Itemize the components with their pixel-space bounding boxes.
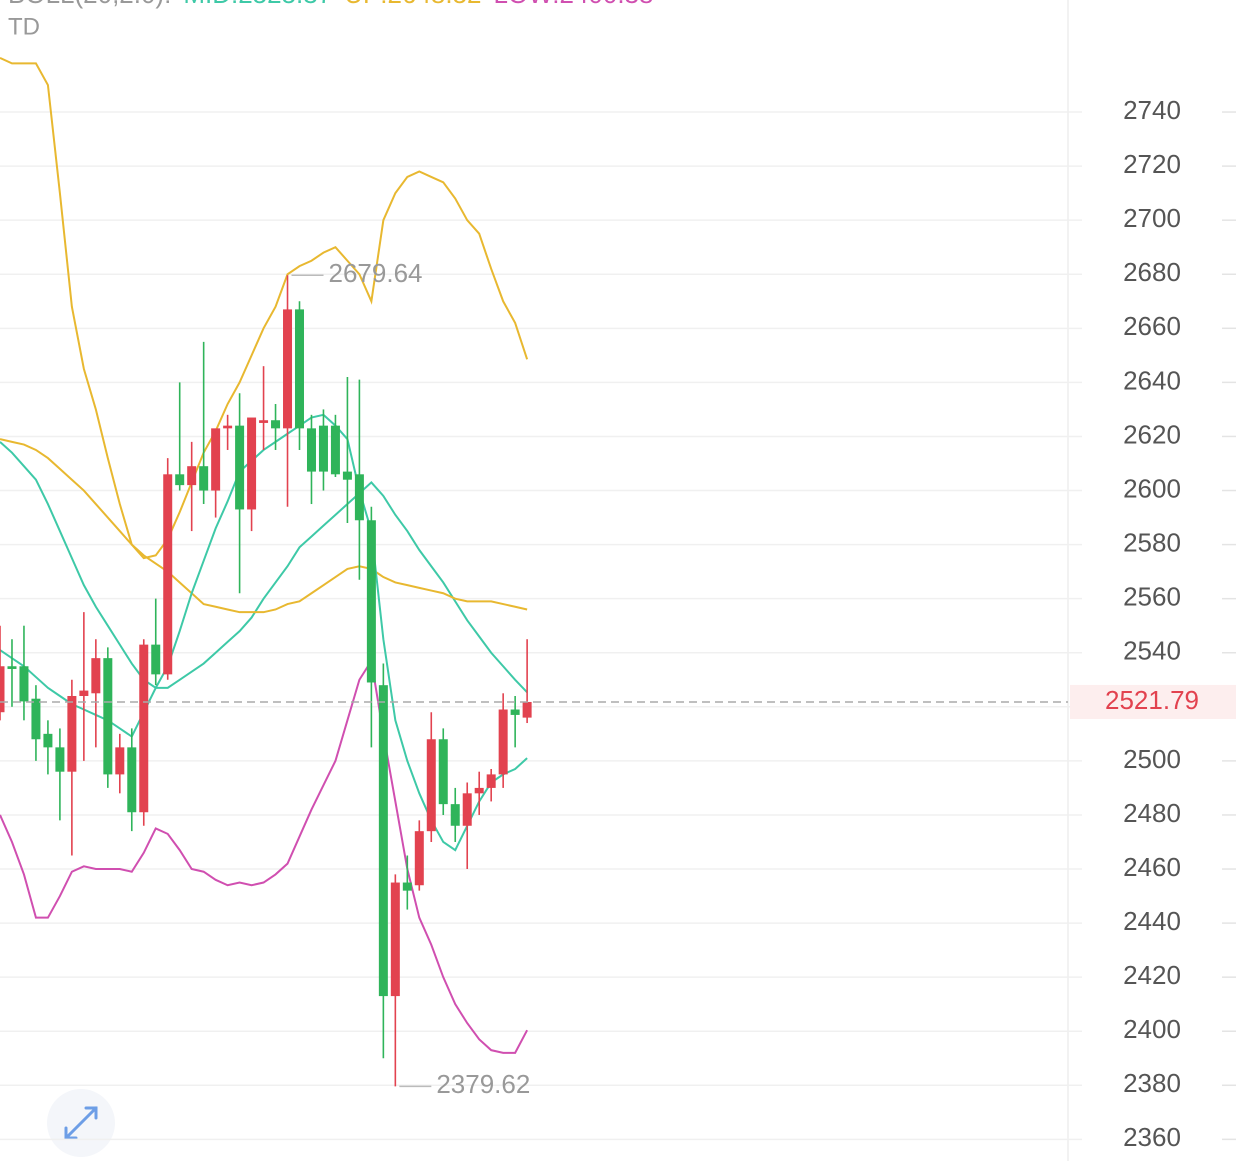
candle-body xyxy=(366,520,376,683)
y-tick-label: 2380 xyxy=(1123,1068,1181,1098)
y-tick-label: 2680 xyxy=(1123,257,1181,287)
candle-body xyxy=(402,882,412,891)
candle-body xyxy=(306,428,316,472)
candle-body xyxy=(7,666,17,669)
candle-body xyxy=(295,309,304,429)
candle-body xyxy=(31,698,41,740)
candle-body xyxy=(330,425,340,475)
candle-body xyxy=(223,425,233,429)
candle-body xyxy=(139,644,149,813)
candle-body xyxy=(79,690,89,696)
y-tick-label: 2500 xyxy=(1123,744,1181,774)
candle-body xyxy=(199,466,209,491)
candle-body xyxy=(175,474,185,486)
indicator-line xyxy=(0,57,529,560)
header-item: BOLL(20,2.0): xyxy=(8,0,171,9)
candle-body xyxy=(163,474,173,675)
y-tick-label: 2600 xyxy=(1123,473,1181,503)
y-tick-label: 2400 xyxy=(1123,1014,1181,1044)
y-tick-label: 2580 xyxy=(1123,527,1181,557)
candle-body xyxy=(450,804,460,826)
header-item: MID:2525.37 xyxy=(183,0,332,9)
y-tick-label: 2540 xyxy=(1123,636,1181,666)
candle-body xyxy=(211,428,221,491)
candle-body xyxy=(103,658,113,775)
candle-body xyxy=(474,787,484,794)
y-tick-label: 2360 xyxy=(1123,1122,1181,1152)
candle-body xyxy=(67,695,77,772)
candle-body xyxy=(342,471,352,480)
candle-body xyxy=(510,709,520,715)
y-tick-label: 2660 xyxy=(1123,311,1181,341)
y-tick-label: 2740 xyxy=(1123,95,1181,125)
candle-body xyxy=(19,666,29,702)
candle-body xyxy=(522,701,532,718)
candle-body xyxy=(115,747,125,775)
candle-body xyxy=(498,709,508,775)
last-price-box xyxy=(1070,684,1236,719)
high-label: 2679.64 xyxy=(329,258,423,288)
y-tick-label: 2620 xyxy=(1123,419,1181,449)
y-tick-label: 2720 xyxy=(1123,149,1181,179)
candle-body xyxy=(43,733,53,748)
indicator-line xyxy=(0,441,528,693)
expand-icon xyxy=(64,1106,98,1140)
candle-body xyxy=(378,685,388,997)
candle-body xyxy=(151,644,161,675)
indicator-line xyxy=(0,658,529,1054)
candle-body xyxy=(318,425,328,472)
y-tick-label: 2560 xyxy=(1123,582,1181,612)
candle-body xyxy=(414,831,424,886)
candle-body xyxy=(462,793,472,826)
last-price-label: 2521.79 xyxy=(1105,685,1199,715)
candle-body xyxy=(187,466,197,486)
candle-body xyxy=(283,309,293,429)
candle-body xyxy=(0,666,5,713)
candle-body xyxy=(354,474,364,521)
y-tick-label: 2700 xyxy=(1123,203,1181,233)
candle-body xyxy=(390,882,400,997)
header-item: LOW:2400.38 xyxy=(494,0,654,9)
y-tick-label: 2480 xyxy=(1123,798,1181,828)
low-label: 2379.62 xyxy=(436,1069,530,1099)
y-tick-label: 2440 xyxy=(1123,906,1181,936)
candle-body xyxy=(271,420,281,429)
header-item: UP:2648.52 xyxy=(344,0,481,9)
candle-body xyxy=(426,739,436,832)
y-tick-label: 2420 xyxy=(1123,960,1181,990)
candle-body xyxy=(235,425,245,510)
indicator-line xyxy=(0,413,528,852)
expand-button[interactable] xyxy=(47,1089,115,1157)
candles xyxy=(0,275,532,1087)
candle-body xyxy=(247,417,257,510)
candle-body xyxy=(486,774,496,788)
indicator-label: TD xyxy=(8,13,40,40)
candle-body xyxy=(259,420,269,423)
candle-body xyxy=(438,739,448,805)
indicator-lines xyxy=(0,57,529,1054)
candle-body xyxy=(127,747,137,813)
candle-body xyxy=(55,747,65,772)
indicator-line xyxy=(0,438,528,614)
candle-body xyxy=(91,658,101,694)
y-tick-label: 2640 xyxy=(1123,365,1181,395)
y-tick-label: 2460 xyxy=(1123,852,1181,882)
